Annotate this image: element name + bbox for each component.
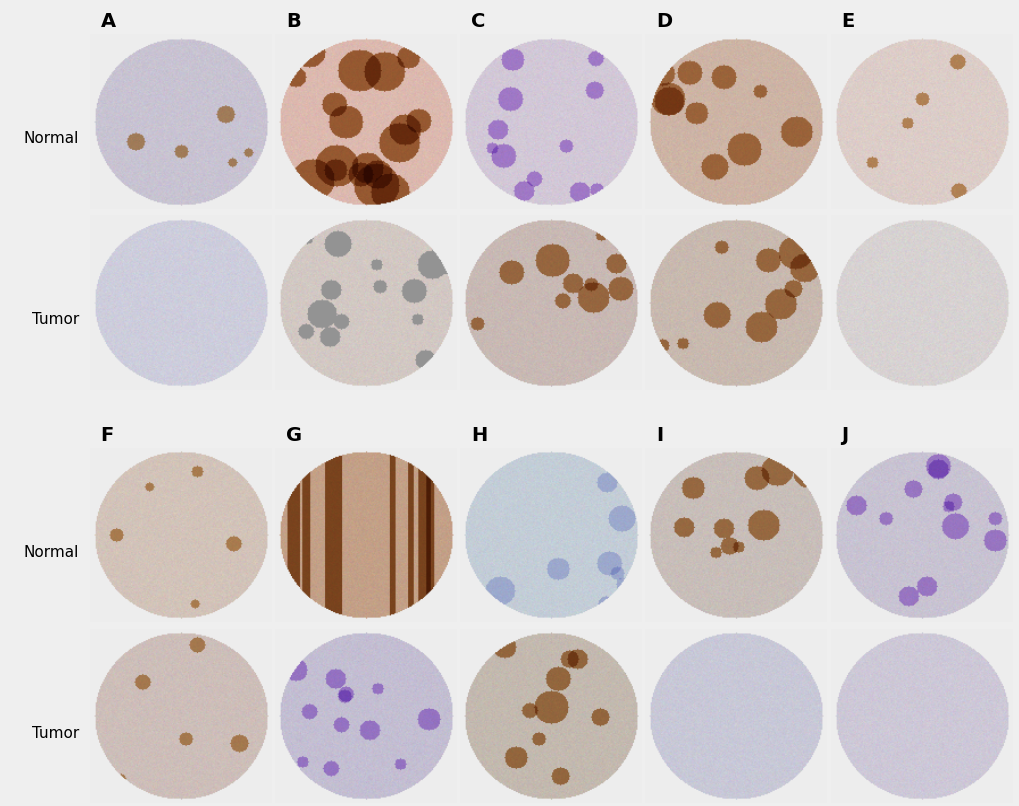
Text: C: C — [471, 12, 485, 31]
Text: F: F — [101, 426, 114, 445]
Text: Normal: Normal — [23, 545, 78, 560]
Text: G: G — [285, 426, 302, 445]
Text: Normal: Normal — [23, 131, 78, 147]
Text: A: A — [101, 12, 115, 31]
Text: B: B — [285, 12, 301, 31]
Text: Tumor: Tumor — [32, 312, 78, 327]
Text: H: H — [471, 426, 487, 445]
Text: I: I — [655, 426, 662, 445]
Text: E: E — [841, 12, 854, 31]
Text: J: J — [841, 426, 848, 445]
Text: Tumor: Tumor — [32, 726, 78, 742]
Text: D: D — [655, 12, 672, 31]
